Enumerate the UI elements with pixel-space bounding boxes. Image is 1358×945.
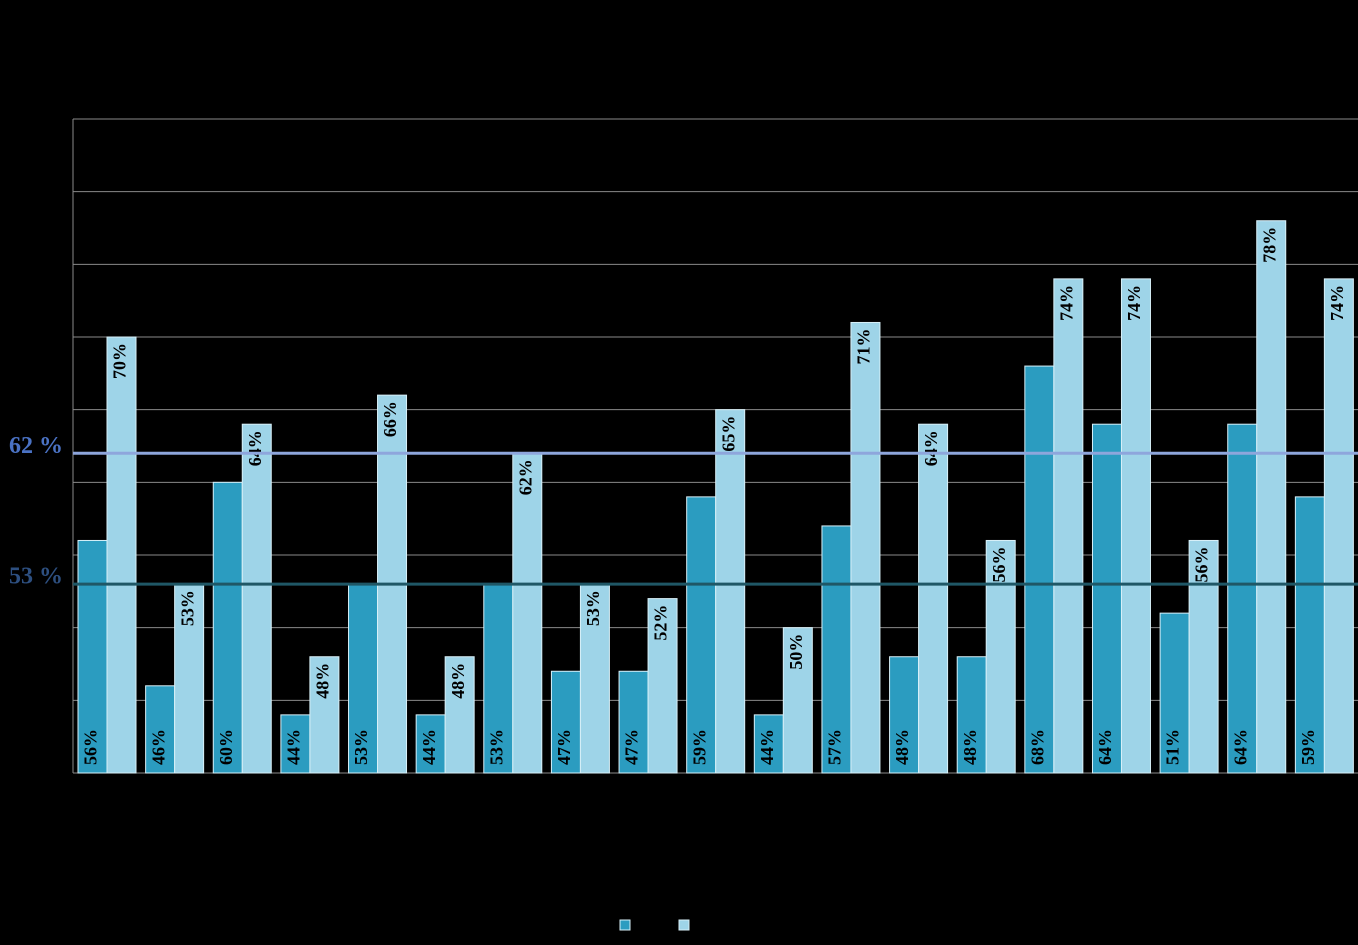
bar [889, 656, 920, 774]
data-label: 56% [989, 546, 1009, 582]
data-label: 52% [651, 605, 671, 641]
reference-label: 62 % [9, 433, 63, 459]
bar [647, 598, 678, 774]
bar [1091, 423, 1122, 774]
bar [1256, 220, 1287, 774]
data-label: 74% [1056, 285, 1076, 321]
bar [1227, 423, 1258, 774]
data-label: 47% [554, 729, 574, 765]
data-label: 48% [960, 729, 980, 765]
bar [956, 656, 987, 774]
data-label: 64% [1095, 729, 1115, 765]
bar [1188, 539, 1219, 774]
data-label: 62% [515, 459, 535, 495]
bar [618, 670, 649, 774]
bar [241, 423, 272, 774]
data-label: 57% [825, 729, 845, 765]
data-label: 47% [622, 729, 642, 765]
data-label: 59% [689, 729, 709, 765]
data-label: 44% [284, 729, 304, 765]
data-label: 53% [351, 729, 371, 765]
data-label: 56% [1192, 546, 1212, 582]
data-label: 48% [892, 729, 912, 765]
bar [1294, 496, 1325, 774]
bar [1024, 365, 1055, 774]
data-label: 48% [448, 663, 468, 699]
data-label: 48% [313, 663, 333, 699]
data-label: 53% [583, 590, 603, 626]
data-label: 64% [921, 430, 941, 466]
bar [145, 685, 176, 774]
bar [918, 423, 949, 774]
bar [1159, 612, 1190, 774]
data-label: 44% [757, 729, 777, 765]
bar [512, 452, 543, 774]
bar [850, 321, 881, 774]
data-label: 66% [380, 401, 400, 437]
data-label: 68% [1027, 729, 1047, 765]
reference-label: 53 % [9, 564, 63, 590]
bar [821, 525, 852, 774]
data-label: 64% [245, 430, 265, 466]
data-label: 78% [1259, 227, 1279, 263]
data-label: 70% [110, 343, 130, 379]
bar [106, 336, 137, 774]
bar [309, 656, 340, 774]
bar [1323, 278, 1354, 774]
legend-marker [619, 919, 631, 931]
bar [415, 714, 446, 774]
data-label: 56% [81, 729, 101, 765]
data-label: 74% [1327, 285, 1347, 321]
data-label: 59% [1298, 729, 1318, 765]
bar [782, 627, 813, 774]
data-label: 71% [854, 328, 874, 364]
data-label: 51% [1163, 729, 1183, 765]
bar [444, 656, 475, 774]
data-label: 65% [718, 416, 738, 452]
data-label: 53% [177, 590, 197, 626]
data-label: 60% [216, 729, 236, 765]
bar [753, 714, 784, 774]
data-label: 53% [486, 729, 506, 765]
data-label: 64% [1230, 729, 1250, 765]
legend-marker [678, 919, 690, 931]
data-label: 50% [786, 634, 806, 670]
bar [686, 496, 717, 774]
data-label: 46% [148, 729, 168, 765]
bar [985, 539, 1016, 774]
data-label: 74% [1124, 285, 1144, 321]
bar [280, 714, 311, 774]
bar [715, 409, 746, 774]
bar [77, 539, 108, 774]
bar [348, 583, 379, 774]
bar [1053, 278, 1084, 774]
data-label: 44% [419, 729, 439, 765]
bar [1120, 278, 1151, 774]
